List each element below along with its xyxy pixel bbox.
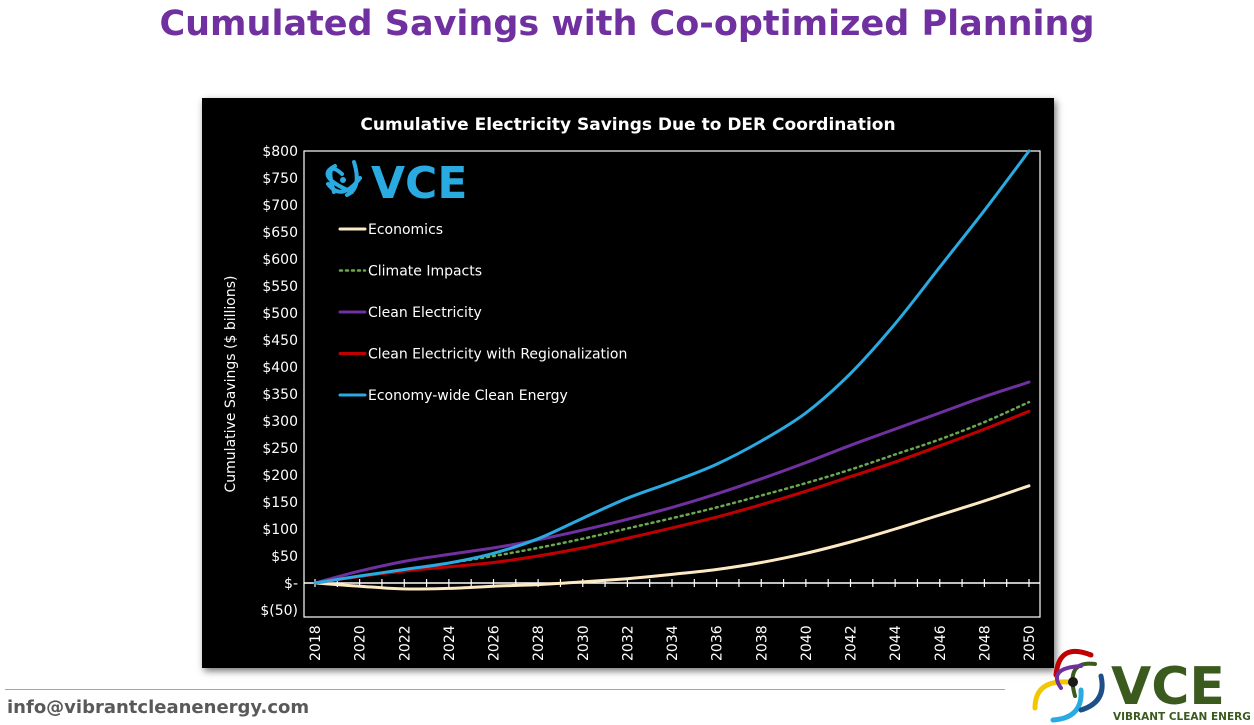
series-line-clean-electricity-with-regionalization [313,409,1031,585]
chart-logo: VCE [325,158,467,209]
plot-area-border [303,150,1041,618]
footer-divider [5,689,1005,690]
legend-item: Clean Electricity [338,305,482,321]
y-tick-label: $800 [262,144,298,160]
y-tick-label: $600 [262,252,298,268]
y-tick-label: $350 [262,387,298,403]
y-tick-label: $450 [262,333,298,349]
y-tick-label: $- [284,576,298,592]
y-tick-label: $300 [262,414,298,430]
x-tick-label: 2048 [977,625,993,661]
x-tick-label: 2038 [754,625,770,661]
swirl-icon [1032,648,1105,723]
y-tick-label: $550 [262,279,298,295]
series-line-clean-electricity [313,380,1031,585]
y-tick-label: $750 [262,171,298,187]
savings-chart: Cumulative Electricity Savings Due to DE… [223,115,1041,661]
chart-panel: Cumulative Electricity Savings Due to DE… [202,98,1054,668]
y-tick-label: $650 [262,225,298,241]
brand-logo-text: VCE [1111,657,1225,717]
series-layer [313,149,1031,591]
y-tick-label: $500 [262,306,298,322]
legend-item: Economics [338,222,443,238]
x-tick-label: 2024 [442,625,458,661]
y-axis-label: Cumulative Savings ($ billions) [223,276,239,493]
x-tick-label: 2030 [576,625,592,661]
chart-logo-text: VCE [371,158,467,209]
y-tick-label: $400 [262,360,298,376]
x-tick-label: 2050 [1022,625,1038,661]
x-tick-label: 2032 [620,625,636,661]
y-tick-label: $200 [262,468,298,484]
x-tick-label: 2022 [397,625,413,661]
y-tick-label: $50 [271,549,298,565]
legend-item: Clean Electricity with Regionalization [338,347,627,363]
swirl-icon [325,160,362,197]
chart-title: Cumulative Electricity Savings Due to DE… [360,115,895,135]
legend-label: Clean Electricity [368,305,482,321]
brand-logo: VCE VIBRANT CLEAN ENERGY [1032,648,1250,723]
legend-item: Climate Impacts [338,264,482,280]
legend-label: Economy-wide Clean Energy [368,388,568,404]
x-tick-label: 2026 [487,625,503,661]
x-tick-label: 2036 [710,625,726,661]
y-tick-label: $150 [262,495,298,511]
legend-label: Economics [368,222,443,238]
brand-tagline: VIBRANT CLEAN ENERGY [1113,711,1250,723]
x-tick-label: 2020 [353,625,369,661]
y-tick-label: $700 [262,198,298,214]
contact-email: info@vibrantcleanenergy.com [7,697,310,718]
x-tick-label: 2042 [844,625,860,661]
slide-title: Cumulated Savings with Co-optimized Plan… [159,4,1095,44]
y-axis: $(50) $- $50 $100 $150 $200 $250 $300 $350 $400 $4… [260,144,298,619]
x-tick-label: 2046 [933,625,949,661]
legend-item: Economy-wide Clean Energy [338,388,568,404]
y-tick-label: $250 [262,441,298,457]
legend: Economics Climate Impacts Clean Electricit… [338,222,627,404]
x-tick-label: 2034 [665,625,681,661]
legend-label: Clean Electricity with Regionalization [368,347,627,363]
series-line-economics [313,484,1031,591]
x-tick-label: 2028 [531,625,547,661]
legend-label: Climate Impacts [368,264,482,280]
x-axis: 2018 2020 2022 2024 2026 2028 2030 2032 2034 2036… [304,579,1040,661]
x-tick-label: 2040 [799,625,815,661]
y-tick-label: $100 [262,522,298,538]
series-line-climate-impacts [313,400,1031,585]
x-tick-label: 2018 [308,625,324,661]
y-tick-label: $(50) [260,603,298,619]
series-line-economy-wide-clean-energy [313,149,1031,585]
x-tick-label: 2044 [888,625,904,661]
